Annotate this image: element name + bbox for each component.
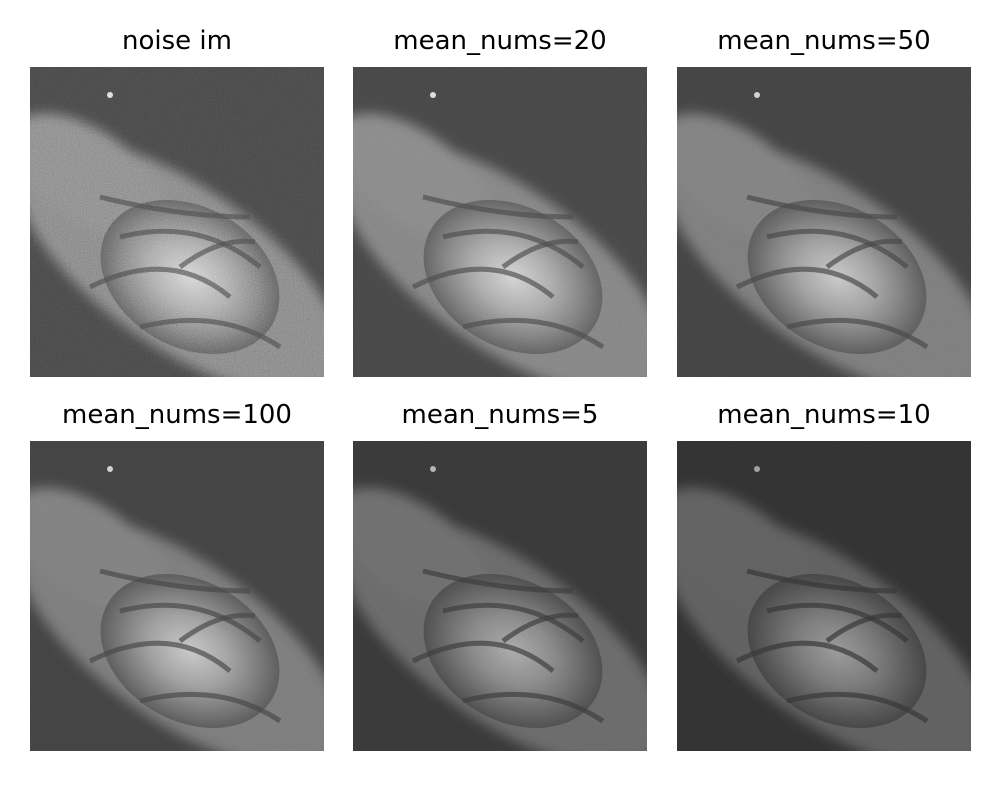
galaxy-image [677,67,971,377]
panel-title: mean_nums=100 [62,400,292,430]
galaxy-image [353,67,647,377]
panel-title: mean_nums=5 [401,400,599,430]
panel-title: mean_nums=20 [393,26,607,56]
galaxy-image [30,441,324,751]
galaxy-picture [353,67,647,377]
galaxy-image [353,441,647,751]
panel-title: mean_nums=10 [717,400,931,430]
galaxy-picture [353,441,647,751]
galaxy-image [30,67,324,377]
galaxy-image [677,441,971,751]
galaxy-picture [677,441,971,751]
galaxy-picture [30,441,324,751]
galaxy-picture [30,67,324,377]
panel-title: noise im [122,26,232,56]
galaxy-picture [677,67,971,377]
panel-title: mean_nums=50 [717,26,931,56]
